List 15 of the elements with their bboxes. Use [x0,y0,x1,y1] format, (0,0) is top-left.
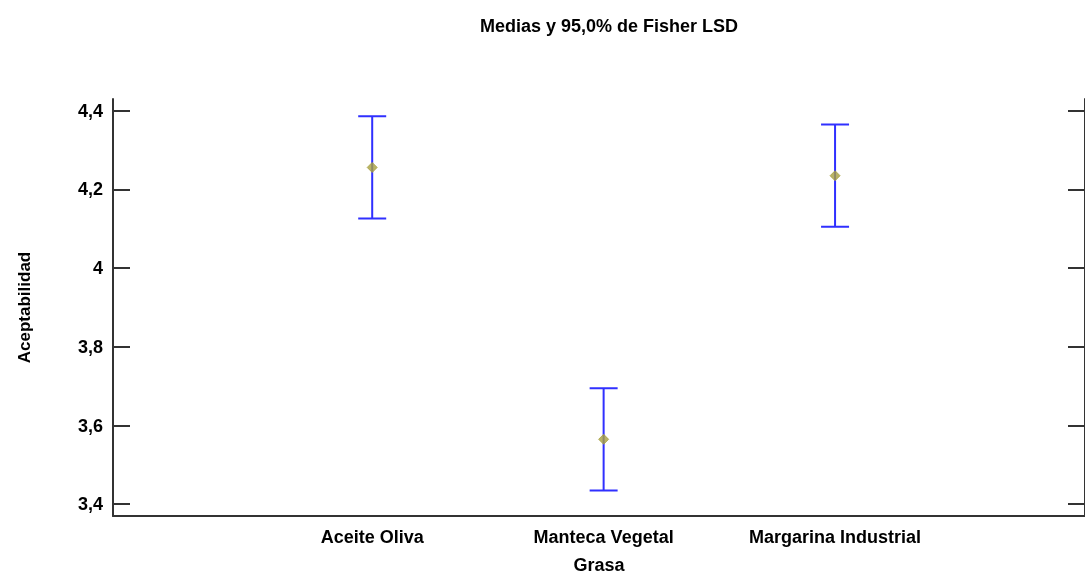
y-tick-label: 4,4 [77,100,103,121]
chart-title: Medias y 95,0% de Fisher LSD [479,16,739,36]
x-tick-label: Manteca Vegetal [533,527,674,547]
x-tick-label: Margarina Industrial [749,527,922,547]
point [366,161,378,173]
x-axis-title: Grasa [573,555,626,575]
point [598,433,610,445]
y-tick-label: 3,6 [77,415,103,436]
y-tick-label: 3,4 [77,494,103,515]
y-tick-label: 4 [92,258,103,279]
y-tick-label: 3,8 [77,336,103,357]
y-tick-label: 4,2 [77,179,103,200]
point [829,170,841,182]
x-tick-label: Aceite Oliva [320,527,425,547]
y-axis-title: Aceptabilidad [15,251,34,364]
